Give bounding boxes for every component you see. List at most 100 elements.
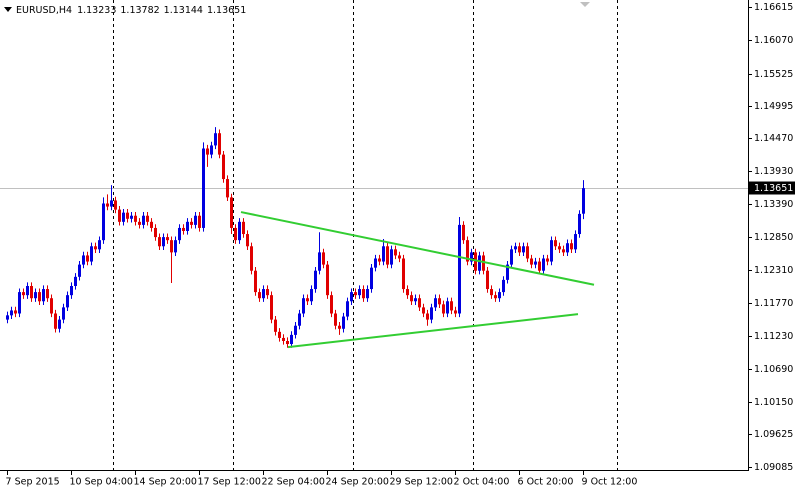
- candle-body: [346, 301, 349, 317]
- candle-body: [474, 252, 477, 271]
- candle-body: [98, 240, 101, 250]
- bid-label-box: [749, 181, 795, 195]
- candle-body: [358, 289, 361, 296]
- candle-body: [186, 221, 189, 231]
- candle-body: [290, 334, 293, 345]
- candle-body: [582, 188, 585, 214]
- candle-body: [410, 295, 413, 302]
- y-tick-label: 1.16615: [754, 2, 793, 13]
- y-tick-label: 1.13390: [754, 199, 793, 210]
- candle-body: [66, 295, 69, 308]
- x-tick-label: 29 Sep 12:00: [390, 477, 453, 488]
- candle-body: [250, 246, 253, 271]
- candle-body: [38, 292, 41, 302]
- x-tick-label: 7 Sep 2015: [6, 477, 60, 488]
- candle-body: [62, 307, 65, 320]
- plot-area: [0, 0, 748, 470]
- candle-body: [58, 319, 61, 329]
- x-tick-label: 22 Sep 04:00: [262, 477, 325, 488]
- candle-body: [362, 289, 365, 299]
- candle-body: [254, 270, 257, 293]
- candle-body: [126, 212, 129, 219]
- open: 1.13233: [77, 5, 116, 16]
- candle-body: [526, 246, 529, 259]
- candle-body: [562, 249, 565, 253]
- candle-body: [578, 213, 581, 235]
- candle-body: [218, 133, 221, 155]
- candle-body: [146, 215, 149, 222]
- candle-body: [354, 292, 357, 296]
- candle-body: [554, 240, 557, 247]
- candle-body: [570, 243, 573, 250]
- candle-body: [530, 258, 533, 265]
- bid-label: 1.13651: [754, 183, 793, 194]
- candle-body: [350, 292, 353, 302]
- candle-body: [318, 252, 321, 271]
- candle-body: [478, 255, 481, 271]
- shift-marker[interactable]: [580, 2, 590, 7]
- candle-body: [86, 255, 89, 262]
- y-tick-label: 1.11770: [754, 298, 793, 309]
- candle-body: [382, 246, 385, 262]
- candle-body: [30, 285, 33, 299]
- candle-body: [574, 234, 577, 250]
- candle-body: [10, 310, 13, 316]
- candle-body: [138, 221, 141, 225]
- candle-body: [202, 148, 205, 228]
- candle-body: [26, 285, 29, 296]
- candle-body: [42, 289, 45, 302]
- candle-body: [102, 203, 105, 241]
- candle-body: [6, 315, 9, 320]
- y-tick-label: 1.10150: [754, 397, 793, 408]
- candle-body: [498, 292, 501, 299]
- candle-body: [46, 289, 49, 299]
- candle-body: [282, 337, 285, 341]
- x-tick-label: 24 Sep 20:00: [326, 477, 389, 488]
- candle-body: [178, 227, 181, 241]
- y-tick-label: 1.12310: [754, 265, 793, 276]
- candle-body: [198, 215, 201, 228]
- candle-body: [566, 243, 569, 253]
- candle-body: [506, 264, 509, 280]
- menu-triangle[interactable]: [4, 7, 12, 12]
- candle-body: [14, 310, 17, 314]
- candle-body: [230, 197, 233, 228]
- candle-body: [170, 240, 173, 253]
- candle-body: [94, 246, 97, 250]
- candle-body: [286, 340, 289, 345]
- candle-body: [414, 298, 417, 302]
- y-tick-label: 1.16070: [754, 35, 793, 46]
- candle-body: [486, 270, 489, 290]
- candle-body: [162, 237, 165, 247]
- candle-body: [494, 295, 497, 299]
- candle-body: [158, 237, 161, 247]
- candle-body: [118, 209, 121, 222]
- candle-body: [394, 249, 397, 256]
- candle-body: [446, 301, 449, 314]
- candle-body: [422, 307, 425, 314]
- candle-body: [242, 221, 245, 235]
- close: 1.13651: [207, 5, 246, 16]
- candle-body: [206, 148, 209, 155]
- candle-body: [518, 246, 521, 253]
- candle-body: [550, 240, 553, 262]
- candle-body: [82, 255, 85, 265]
- candle-body: [182, 227, 185, 231]
- candle-body: [482, 255, 485, 271]
- candle-body: [366, 289, 369, 299]
- candle-body: [378, 258, 381, 262]
- candle-body: [442, 304, 445, 314]
- candle-body: [306, 298, 309, 302]
- candle-body: [78, 264, 81, 277]
- candle-body: [274, 319, 277, 332]
- candle-body: [330, 295, 333, 314]
- x-tick-label: 9 Oct 12:00: [582, 477, 638, 488]
- candle-body: [370, 267, 373, 290]
- candle-body: [454, 310, 457, 314]
- candle-body: [234, 227, 237, 241]
- y-tick-label: 1.09085: [754, 462, 793, 473]
- y-tick-label: 1.15525: [754, 69, 793, 80]
- candle-body: [134, 215, 137, 222]
- candle-body: [558, 246, 561, 250]
